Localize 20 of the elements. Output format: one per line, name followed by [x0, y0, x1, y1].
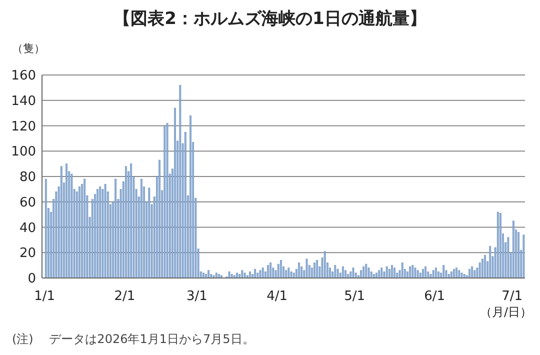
- chart-title: 【図表2：ホルムズ海峡の1日の通航量】: [114, 9, 426, 29]
- x-tick-label: 3/1: [186, 289, 208, 304]
- y-tick-label: 20: [19, 246, 36, 262]
- y-tick-label: 100: [11, 144, 36, 160]
- x-tick-label: 7/1: [502, 289, 523, 304]
- x-tick-label: 6/1: [424, 289, 446, 304]
- x-tick-label: 2/1: [114, 289, 136, 304]
- y-tick-label: 140: [11, 94, 36, 109]
- x-tick-label: 4/1: [266, 289, 288, 304]
- y-tick-label: 160: [11, 68, 36, 84]
- y-tick-label: 80: [19, 170, 36, 186]
- y-tick-label: 40: [19, 220, 36, 236]
- text: (注) データは2026年1月1日から7月5日。: [12, 332, 254, 346]
- y-axis-title: （隻）: [12, 42, 45, 55]
- y-tick-label: 0: [28, 272, 36, 287]
- x-tick-label: 5/1: [344, 289, 365, 304]
- x-tick-label: 1/1: [34, 289, 56, 304]
- x-axis-title: （月/日）: [480, 305, 532, 319]
- y-tick-label: 120: [11, 119, 36, 134]
- y-tick-label: 60: [19, 195, 36, 210]
